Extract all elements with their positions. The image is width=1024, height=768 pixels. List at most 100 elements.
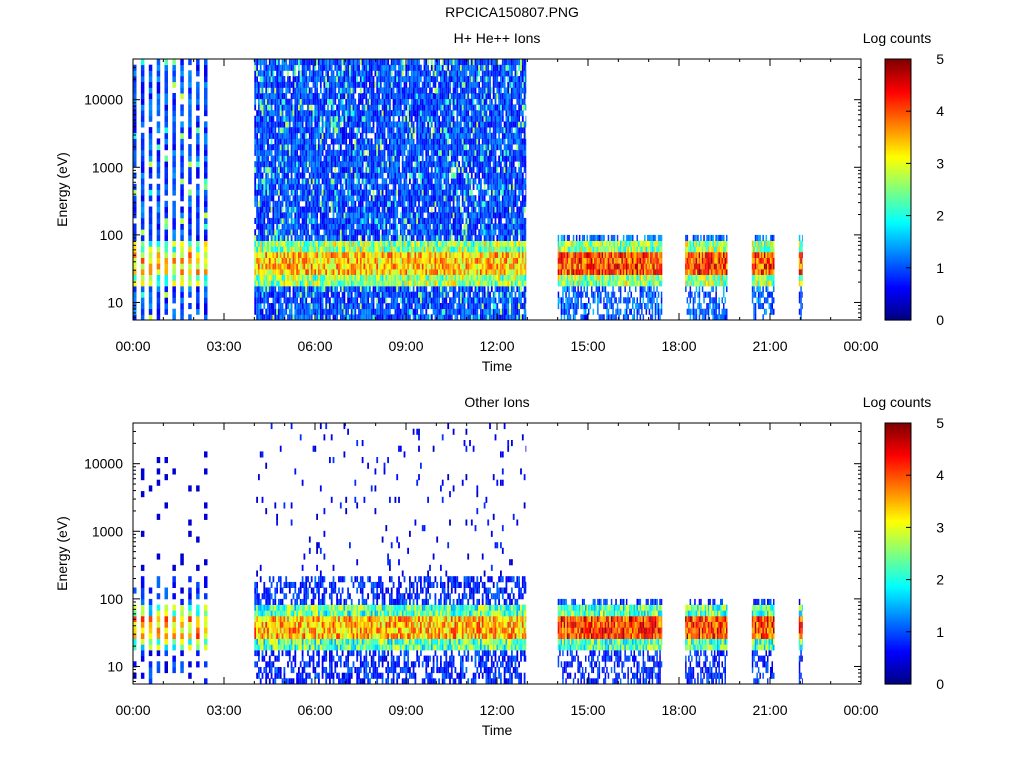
spectrogram-cell	[285, 144, 288, 151]
spectrogram-cell	[258, 280, 260, 287]
spectrogram-cell	[334, 87, 337, 94]
spectrogram-cell	[274, 138, 277, 145]
spectrogram-cell	[398, 166, 400, 173]
spectrogram-cell	[374, 286, 377, 293]
spectrogram-cell	[399, 308, 402, 315]
spectrogram-cell	[278, 286, 280, 293]
spectrogram-cell	[445, 98, 448, 105]
spectrogram-cell	[278, 172, 280, 179]
spectrogram-cell	[387, 206, 389, 213]
spectrogram-cell	[370, 127, 373, 134]
spectrogram-cell	[376, 76, 379, 83]
spectrogram-cell	[414, 115, 417, 122]
spectrogram-cell	[412, 223, 415, 230]
spectrogram-cell	[341, 87, 344, 94]
spectrogram-cell	[381, 178, 384, 185]
spectrogram-cell	[180, 76, 184, 83]
spectrogram-cell	[256, 138, 258, 145]
spectrogram-cell	[445, 161, 448, 168]
spectrogram-cell	[339, 93, 342, 100]
spectrogram-cell	[330, 64, 333, 71]
spectrogram-cell	[204, 132, 208, 139]
spectrogram-cell	[374, 81, 377, 88]
spectrogram-cell	[294, 246, 297, 253]
spectrogram-cell	[378, 110, 380, 117]
spectrogram-cell	[399, 59, 402, 66]
spectrogram-cell	[259, 81, 262, 88]
spectrogram-cell	[263, 132, 266, 139]
spectrogram-cell	[387, 166, 389, 173]
spectrogram-cell	[296, 76, 298, 83]
spectrogram-cell	[308, 155, 311, 162]
spectrogram-cell	[312, 217, 315, 224]
spectrogram-cell	[347, 274, 349, 281]
spectrogram-cell	[412, 121, 415, 128]
spectrogram-cell	[338, 251, 340, 258]
spectrogram-cell	[180, 144, 184, 151]
spectrogram-cell	[307, 268, 309, 275]
spectrogram-cell	[164, 246, 168, 253]
spectrogram-cell	[272, 166, 275, 173]
spectrogram-cell	[301, 291, 304, 298]
spectrogram-cell	[432, 303, 435, 310]
spectrogram-cell	[180, 303, 184, 310]
spectrogram-cell	[383, 166, 386, 173]
spectrogram-cell	[347, 132, 349, 139]
spectrogram-cell	[349, 223, 351, 230]
spectrogram-cell	[343, 212, 346, 219]
spectrogram-cell	[329, 59, 331, 66]
spectrogram-cell	[285, 251, 288, 258]
spectrogram-cell	[414, 291, 417, 298]
spectrogram-cell	[256, 76, 258, 83]
spectrogram-cell	[164, 144, 168, 151]
spectrogram-cell	[385, 212, 388, 219]
spectrogram-cell	[379, 274, 382, 281]
spectrogram-cell	[385, 64, 388, 71]
spectrogram-cell	[418, 240, 420, 247]
spectrogram-cell	[339, 303, 342, 310]
spectrogram-cell	[332, 195, 335, 202]
spectrogram-cell	[410, 64, 413, 71]
spectrogram-cell	[272, 93, 275, 100]
spectrogram-cell	[443, 286, 446, 293]
spectrogram-cell	[343, 93, 346, 100]
spectrogram-cell	[392, 234, 395, 241]
spectrogram-cell	[319, 104, 322, 111]
spectrogram-cell	[294, 268, 297, 275]
spectrogram-cell	[148, 132, 153, 139]
spectrogram-cell	[279, 297, 282, 304]
spectrogram-cell	[281, 115, 284, 122]
spectrogram-cell	[385, 268, 388, 275]
spectrogram-cell	[352, 104, 355, 111]
spectrogram-cell	[429, 212, 431, 219]
spectrogram-cell	[409, 64, 411, 71]
spectrogram-cell	[416, 183, 419, 190]
spectrogram-cell	[140, 308, 145, 315]
spectrogram-cell	[390, 166, 393, 173]
spectrogram-cell	[336, 93, 338, 100]
spectrogram-cell	[254, 229, 257, 236]
spectrogram-cell	[274, 229, 277, 236]
spectrogram-cell	[325, 314, 328, 321]
spectrogram-cell	[156, 121, 161, 128]
spectrogram-cell	[363, 274, 366, 281]
spectrogram-cell	[140, 155, 145, 162]
spectrogram-cell	[379, 303, 382, 310]
spectrogram-cell	[283, 263, 286, 270]
spectrogram-cell	[430, 189, 433, 196]
spectrogram-cell	[318, 314, 320, 321]
spectrogram-cell	[425, 206, 428, 213]
spectrogram-cell	[278, 138, 280, 145]
spectrogram-cell	[290, 257, 293, 264]
spectrogram-cell	[148, 308, 153, 315]
spectrogram-cell	[352, 178, 355, 185]
spectrogram-cell	[323, 200, 326, 207]
spectrogram-cell	[387, 104, 389, 111]
spectrogram-cell	[392, 291, 395, 298]
spectrogram-cell	[290, 144, 293, 151]
spectrogram-cell	[387, 257, 389, 264]
spectrogram-cell	[430, 172, 433, 179]
spectrogram-cell	[140, 161, 145, 168]
spectrogram-cell	[370, 314, 373, 321]
spectrogram-cell	[276, 246, 278, 253]
